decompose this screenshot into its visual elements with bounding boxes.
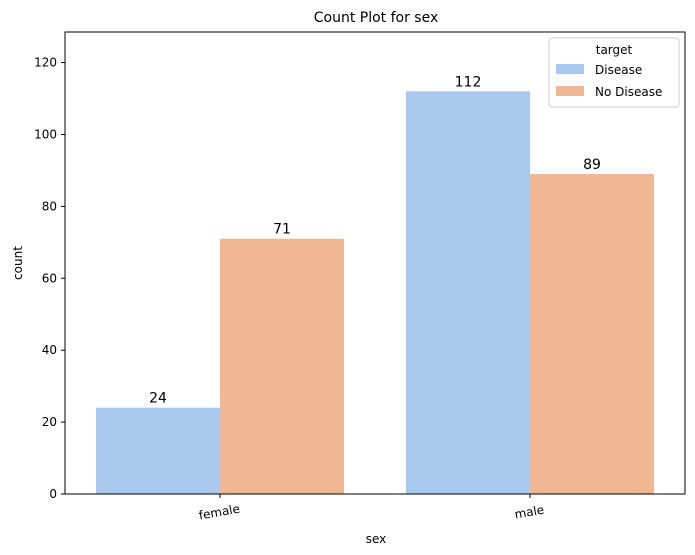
data-label: 112	[455, 74, 482, 90]
bar-male-disease	[406, 91, 530, 494]
y-tick-label: 100	[34, 127, 57, 141]
x-tick-label: male	[513, 503, 545, 522]
legend-label: No Disease	[595, 85, 662, 99]
legend: target Disease No Disease	[548, 37, 680, 108]
plot-area: 24 71 112 89	[96, 74, 654, 494]
y-tick-label: 0	[49, 487, 57, 501]
chart-title: Count Plot for sex	[314, 10, 439, 26]
y-tick-label: 20	[42, 415, 57, 429]
legend-label: Disease	[595, 63, 642, 77]
y-axis-label: count	[11, 246, 25, 280]
bar-male-no-disease	[530, 174, 654, 494]
x-axis-label: sex	[366, 532, 387, 546]
y-tick-label: 120	[34, 56, 57, 70]
y-tick-label: 80	[42, 199, 57, 213]
bar-female-disease	[96, 407, 220, 494]
data-label: 24	[149, 391, 167, 407]
legend-swatch	[556, 64, 584, 74]
data-label: 71	[273, 222, 291, 238]
plot-frame	[64, 31, 686, 495]
legend-swatch	[556, 86, 584, 96]
y-tick-label: 40	[42, 343, 57, 357]
legend-title: target	[596, 43, 633, 57]
y-tick-label: 60	[42, 271, 57, 285]
bar-female-no-disease	[220, 238, 344, 494]
data-label: 89	[583, 157, 601, 173]
x-tick-label: female	[198, 502, 241, 523]
